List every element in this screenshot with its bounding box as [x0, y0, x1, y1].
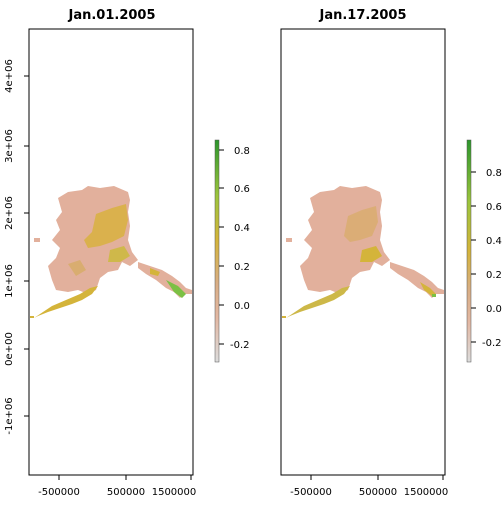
panel-2-colorbar: [466, 139, 472, 363]
legend-tick-label: 0.2: [234, 262, 250, 273]
legend-tick-label: 0.6: [234, 184, 250, 195]
legend-tick-label: -0.2: [230, 340, 250, 351]
panel-2-frame: [280, 28, 446, 476]
panel-1-legend: 0.8 0.6 0.4 0.2 0.0 -0.2: [214, 139, 250, 363]
panel-1-alaska-map: [30, 186, 192, 318]
legend-tick-label: 0.4: [486, 236, 502, 247]
legend-tick-label: 0.2: [486, 270, 502, 281]
legend-tick-label: 0.0: [234, 301, 250, 312]
panel-1-frame: [28, 28, 194, 476]
y-tick-label: -1e+06: [4, 397, 15, 434]
panel-2-title: Jan.17.2005: [318, 8, 406, 23]
legend-tick-label: 0.6: [486, 202, 502, 213]
x-tick-label: -500000: [290, 487, 332, 498]
panel-1-x-axis: -500000 500000 1500000: [38, 475, 196, 498]
y-tick-label: 3e+06: [4, 129, 15, 163]
panel-2-x-axis: -500000 500000 1500000: [290, 475, 448, 498]
y-tick-label: 4e+06: [4, 59, 15, 93]
panel-1-colorbar: [214, 139, 220, 363]
panel-1-title: Jan.01.2005: [67, 8, 155, 23]
legend-tick-label: 0.8: [486, 168, 502, 179]
panel-2-alaska-map: [282, 186, 444, 318]
legend-tick-label: -0.2: [482, 338, 502, 349]
x-tick-label: 500000: [359, 487, 397, 498]
panel-1: Jan.01.2005 4e+06 3e+06 2e+06 1e+06 0e+0…: [4, 8, 250, 498]
x-tick-label: 500000: [107, 487, 145, 498]
y-tick-label: 0e+00: [4, 332, 15, 366]
y-tick-label: 1e+06: [4, 264, 15, 298]
legend-tick-label: 0.4: [234, 223, 250, 234]
y-tick-label: 2e+06: [4, 196, 15, 230]
panel-2: Jan.17.2005 -500000 500000 1500000: [280, 8, 502, 498]
x-tick-label: 1500000: [404, 487, 449, 498]
panel-1-y-axis: 4e+06 3e+06 2e+06 1e+06 0e+00 -1e+06: [4, 59, 29, 435]
x-tick-label: -500000: [38, 487, 80, 498]
x-tick-label: 1500000: [152, 487, 197, 498]
legend-tick-label: 0.0: [486, 304, 502, 315]
panel-2-legend: 0.8 0.6 0.4 0.2 0.0 -0.2: [466, 139, 502, 363]
legend-tick-label: 0.8: [234, 146, 250, 157]
